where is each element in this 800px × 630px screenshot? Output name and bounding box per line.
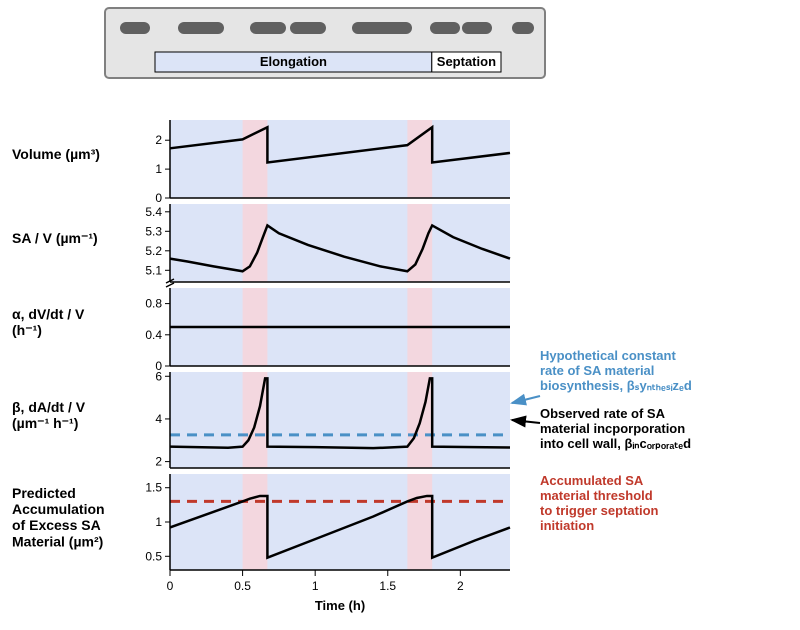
svg-text:6: 6 — [155, 369, 162, 383]
figure-svg: Elongation Septation 0 1 2 Volume (µm³) 5.1 5.2… — [0, 0, 800, 630]
svg-text:5.2: 5.2 — [145, 244, 162, 258]
svg-text:0.5: 0.5 — [145, 549, 162, 563]
svg-text:0: 0 — [167, 579, 174, 593]
svg-text:2: 2 — [155, 455, 162, 469]
panel-bg — [170, 372, 510, 468]
svg-text:Time (h): Time (h) — [315, 598, 365, 613]
septation-band — [407, 204, 432, 282]
cell-rod — [352, 22, 412, 34]
svg-text:4: 4 — [155, 412, 162, 426]
svg-text:5.1: 5.1 — [145, 263, 162, 277]
cell-rod — [512, 22, 534, 34]
svg-text:2: 2 — [457, 579, 464, 593]
panel-bg — [170, 474, 510, 570]
septation-band — [407, 474, 432, 570]
svg-text:2: 2 — [155, 133, 162, 147]
svg-text:1: 1 — [312, 579, 319, 593]
annotation-text: Accumulated SAmaterial thresholdto trigg… — [540, 473, 659, 533]
panel-bg — [170, 204, 510, 282]
panel-label: α, dV/dt / V(h⁻¹) — [12, 306, 85, 338]
svg-text:0.8: 0.8 — [145, 297, 162, 311]
septation-band — [243, 204, 268, 282]
annotation-arrow — [512, 420, 540, 423]
cell-rod — [120, 22, 150, 34]
panel-label: β, dA/dt / V(µm⁻¹ h⁻¹) — [12, 399, 86, 431]
panel-label: Volume (µm³) — [12, 146, 100, 162]
panel-label: SA / V (µm⁻¹) — [12, 230, 98, 246]
cell-rod — [430, 22, 460, 34]
cell-rod — [290, 22, 326, 34]
annotation-arrow — [512, 396, 540, 403]
cell-rod — [462, 22, 492, 34]
panel-label: PredictedAccumulationof Excess SAMateria… — [12, 485, 105, 549]
svg-text:1.5: 1.5 — [145, 481, 162, 495]
cell-rod — [250, 22, 286, 34]
annotation-text: Observed rate of SAmaterial incporporati… — [540, 406, 691, 451]
cell-rod — [178, 22, 224, 34]
svg-text:0.5: 0.5 — [234, 579, 251, 593]
septation-band — [243, 120, 268, 198]
svg-text:5.3: 5.3 — [145, 224, 162, 238]
svg-text:5.4: 5.4 — [145, 205, 162, 219]
svg-text:Elongation: Elongation — [260, 54, 327, 69]
septation-band — [407, 120, 432, 198]
svg-text:1: 1 — [155, 515, 162, 529]
annotation-text: Hypothetical constantrate of SA material… — [540, 348, 692, 393]
svg-text:Septation: Septation — [437, 54, 496, 69]
svg-text:0.4: 0.4 — [145, 328, 162, 342]
svg-text:1.5: 1.5 — [379, 579, 396, 593]
svg-text:0: 0 — [155, 191, 162, 205]
septation-band — [243, 474, 268, 570]
svg-text:1: 1 — [155, 162, 162, 176]
